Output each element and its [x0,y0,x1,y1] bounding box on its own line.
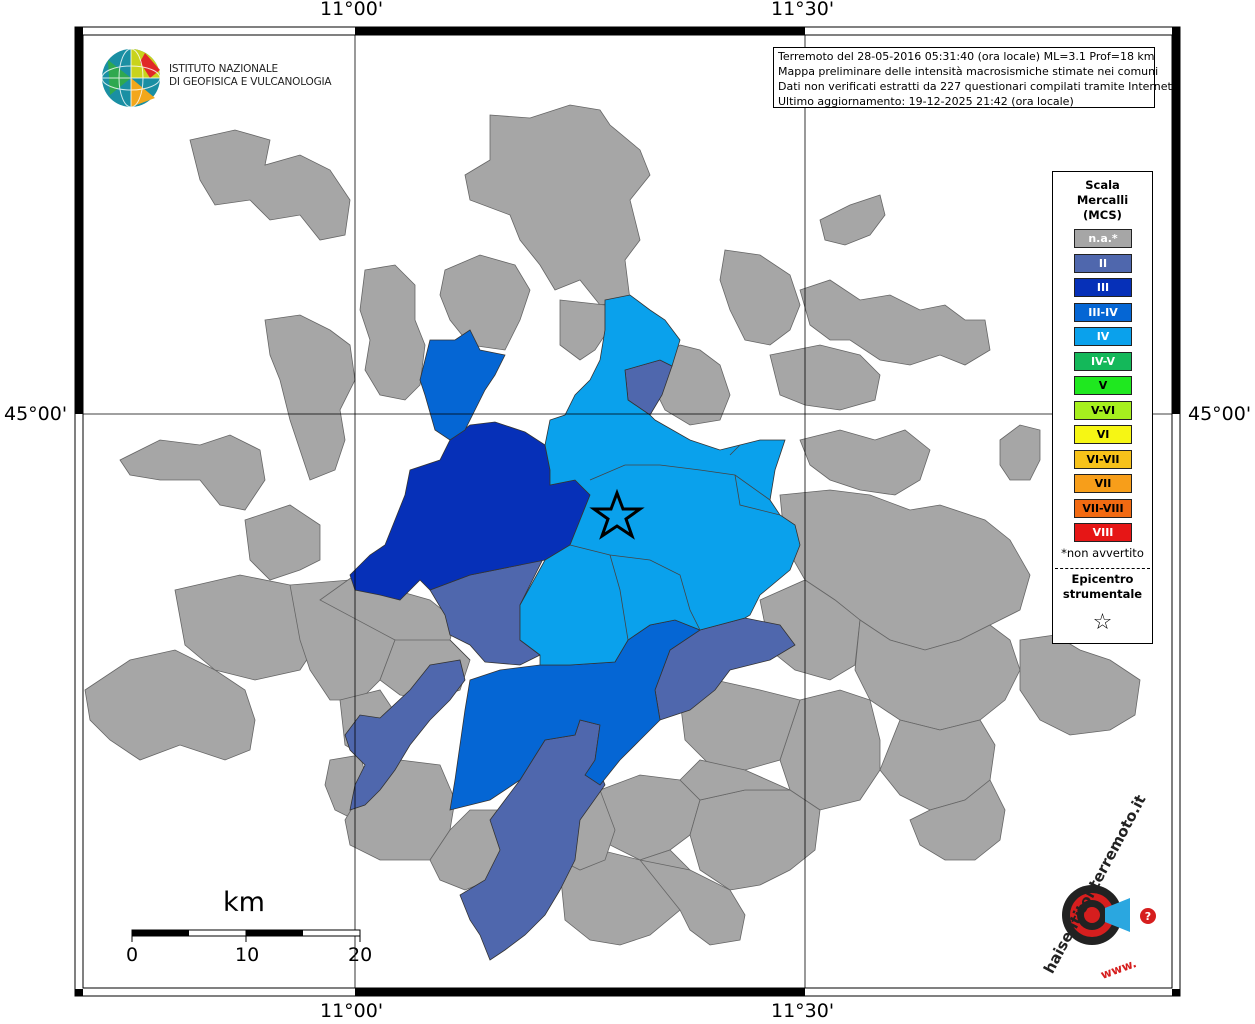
legend-title-1: Scala [1085,178,1120,192]
legend-item: IV [1074,327,1132,346]
legend-epicenter-2: strumentale [1062,587,1143,601]
info-line-1: Terremoto del 28-05-2016 05:31:40 (ora l… [778,50,1155,63]
legend-epicenter-1: Epicentro [1071,572,1134,586]
municipalities-ii [344,359,796,961]
legend-star-icon: ☆ [1092,610,1113,635]
municipalities-na [84,104,1141,946]
haisentito-logo-icon: ? [1062,885,1156,945]
info-line-4: Ultimo aggiornamento: 19-12-2025 21:42 (… [778,95,1074,108]
lon-label-top-right: 11°30' [771,0,835,20]
legend-note: *non avvertito [1061,546,1144,560]
scale-tick-20: 20 [348,944,373,966]
legend-separator [1055,568,1150,569]
legend-item: V [1074,376,1132,395]
legend-item: III-IV [1074,302,1132,322]
lat-label-right: 45°00' [1188,403,1252,425]
legend-item: VI [1074,425,1132,444]
scale-unit: km [223,887,265,918]
svg-text:?: ? [1145,910,1151,923]
legend: Scala Mercalli (MCS) n.a.* II III III-IV IV I… [1052,171,1153,644]
epicenter-star [589,488,645,540]
scale-bar [131,929,361,942]
legend-item: VII-VIII [1074,498,1132,518]
municipalities-iv [519,294,801,666]
scale-tick-0: 0 [126,944,139,966]
ingv-logo-text: ISTITUTO NAZIONALE DI GEOFISICA E VULCAN… [169,63,332,89]
event-info-box: Terremoto del 28-05-2016 05:31:40 (ora l… [773,47,1176,108]
municipality-borders [449,444,781,661]
ingv-logo-line2: DI GEOFISICA E VULCANOLOGIA [169,76,332,88]
legend-item: VIII [1074,523,1132,542]
lon-label-bottom-right: 11°30' [771,1000,835,1022]
scale-tick-10: 10 [235,944,260,966]
legend-item: VI-VII [1074,449,1132,469]
lon-label-bottom-left: 11°00' [320,1000,384,1022]
legend-item: IV-V [1074,351,1132,371]
ingv-logo-icon [101,48,161,108]
legend-title: Scala Mercalli (MCS) [1053,178,1152,223]
ingv-logo-line1: ISTITUTO NAZIONALE [169,63,278,75]
legend-item: III [1074,278,1132,297]
graticule [83,35,1172,988]
legend-item: V-VI [1074,400,1132,420]
lat-label-left: 45°00' [4,403,68,425]
legend-item: VII [1074,474,1132,493]
legend-item: n.a.* [1074,229,1132,248]
legend-item: II [1074,253,1132,273]
legend-title-3: (MCS) [1083,208,1122,222]
info-line-2: Mappa preliminare delle intensità macros… [778,65,1159,78]
info-line-3: Dati non verificati estratti da 227 ques… [778,80,1176,93]
legend-epicenter: Epicentro strumentale [1053,572,1152,602]
legend-title-2: Mercalli [1076,193,1129,207]
lon-label-top-left: 11°00' [320,0,384,20]
